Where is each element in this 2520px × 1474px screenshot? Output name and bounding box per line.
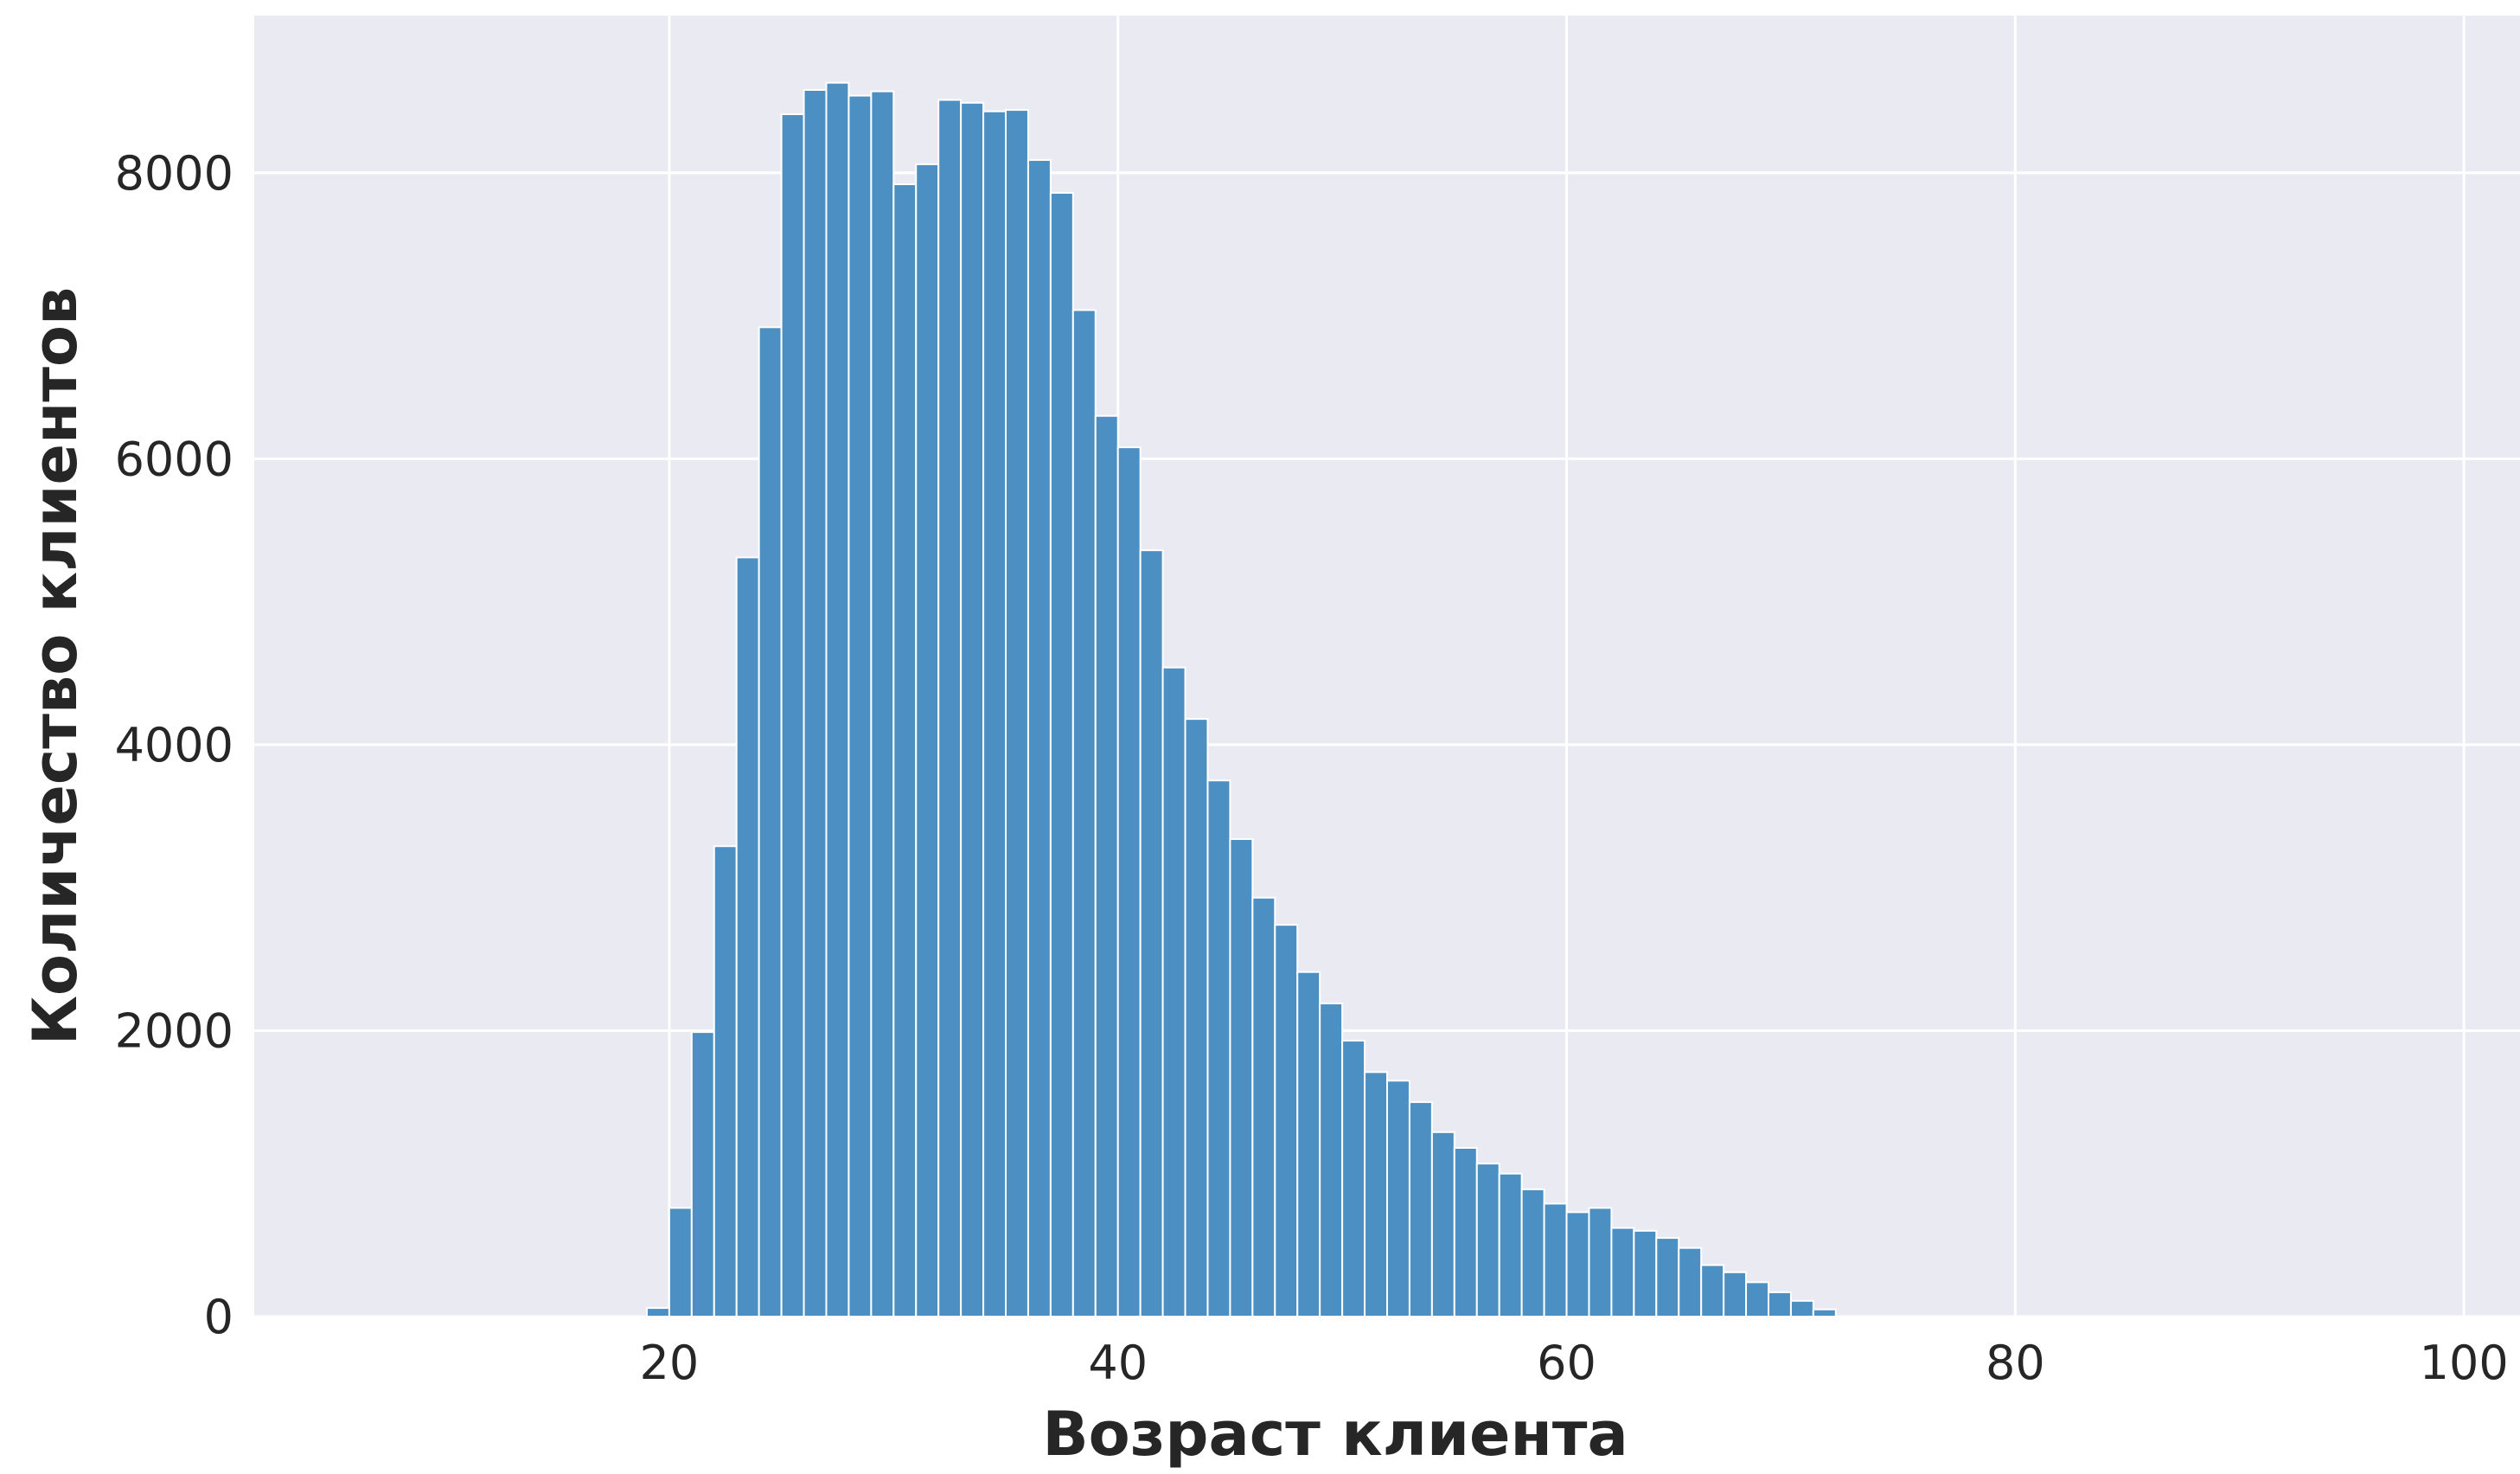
histogram-bar	[1296, 971, 1321, 1317]
histogram-bar	[1251, 896, 1276, 1317]
histogram-bar	[1341, 1040, 1366, 1317]
histogram-bar	[758, 326, 783, 1317]
histogram-bar	[1543, 1202, 1568, 1318]
y-tick-labels: 0 2000 4000 6000 8000	[115, 146, 233, 1344]
histogram-bar	[1723, 1271, 1748, 1318]
histogram-bar	[1161, 666, 1186, 1317]
x-axis-label: Возраст клиента	[1042, 1399, 1628, 1470]
histogram-bar	[690, 1031, 715, 1317]
histogram-bar	[1789, 1299, 1814, 1318]
histogram-bar	[1184, 718, 1209, 1317]
histogram-bar	[1139, 549, 1164, 1317]
histogram-bar	[1767, 1291, 1792, 1318]
histogram-bar	[1812, 1308, 1837, 1317]
histogram-bar	[847, 94, 873, 1318]
histogram-bar	[825, 81, 850, 1318]
x-tick-label: 60	[1537, 1336, 1596, 1390]
histogram-bar	[1498, 1172, 1523, 1317]
y-tick-label: 0	[204, 1290, 233, 1344]
histogram-bar	[1319, 1003, 1344, 1317]
histogram-bar	[803, 88, 828, 1317]
histogram-bar	[1430, 1131, 1455, 1318]
histogram-bar	[1408, 1101, 1433, 1317]
histogram-bar	[915, 163, 940, 1317]
histogram-bar	[1453, 1146, 1478, 1317]
histogram-bar	[1700, 1264, 1725, 1317]
y-tick-label: 6000	[115, 432, 233, 486]
histogram-bar	[1745, 1281, 1769, 1318]
histogram-bar	[982, 110, 1007, 1318]
y-tick-label: 4000	[115, 718, 233, 772]
histogram-bar	[1588, 1207, 1613, 1318]
histogram-bar	[1364, 1071, 1389, 1318]
histogram-bar	[870, 90, 895, 1318]
x-tick-label: 40	[1088, 1336, 1148, 1390]
histogram-bar	[1678, 1246, 1703, 1317]
histogram-bar	[645, 1307, 670, 1317]
x-tick-label: 20	[640, 1336, 700, 1390]
x-tick-label: 100	[2420, 1336, 2509, 1390]
y-tick-label: 8000	[115, 146, 233, 201]
histogram-bars	[645, 81, 1837, 1318]
histogram-bar	[1655, 1237, 1680, 1317]
histogram-bar	[1610, 1227, 1635, 1317]
histogram-bar	[735, 556, 760, 1317]
histogram-bar	[960, 101, 985, 1317]
histogram-bar	[1094, 414, 1119, 1317]
histogram-bar	[668, 1207, 693, 1318]
histogram-bar	[713, 845, 738, 1317]
y-axis-label: Количество клиентов	[20, 287, 91, 1046]
histogram-bar	[937, 99, 963, 1317]
x-tick-label: 80	[1986, 1336, 2045, 1390]
y-tick-label: 2000	[115, 1003, 233, 1058]
histogram-bar	[1027, 158, 1052, 1317]
histogram-bar	[1049, 191, 1074, 1317]
histogram-bar	[1274, 924, 1299, 1317]
histogram-bar	[1565, 1211, 1590, 1318]
histogram-bar	[1206, 779, 1231, 1317]
x-tick-labels: 20 40 60 80 100	[640, 1336, 2509, 1390]
histogram-bar	[1229, 837, 1254, 1317]
histogram-bar	[1005, 109, 1029, 1318]
histogram-bar	[1386, 1080, 1410, 1318]
histogram-bar	[1520, 1188, 1545, 1318]
histogram-bar	[1475, 1163, 1500, 1317]
histogram-bar	[780, 113, 805, 1318]
histogram-bar	[892, 183, 918, 1317]
histogram-bar	[1071, 309, 1097, 1317]
histogram-bar	[1116, 446, 1142, 1317]
histogram-bar	[1633, 1229, 1658, 1318]
